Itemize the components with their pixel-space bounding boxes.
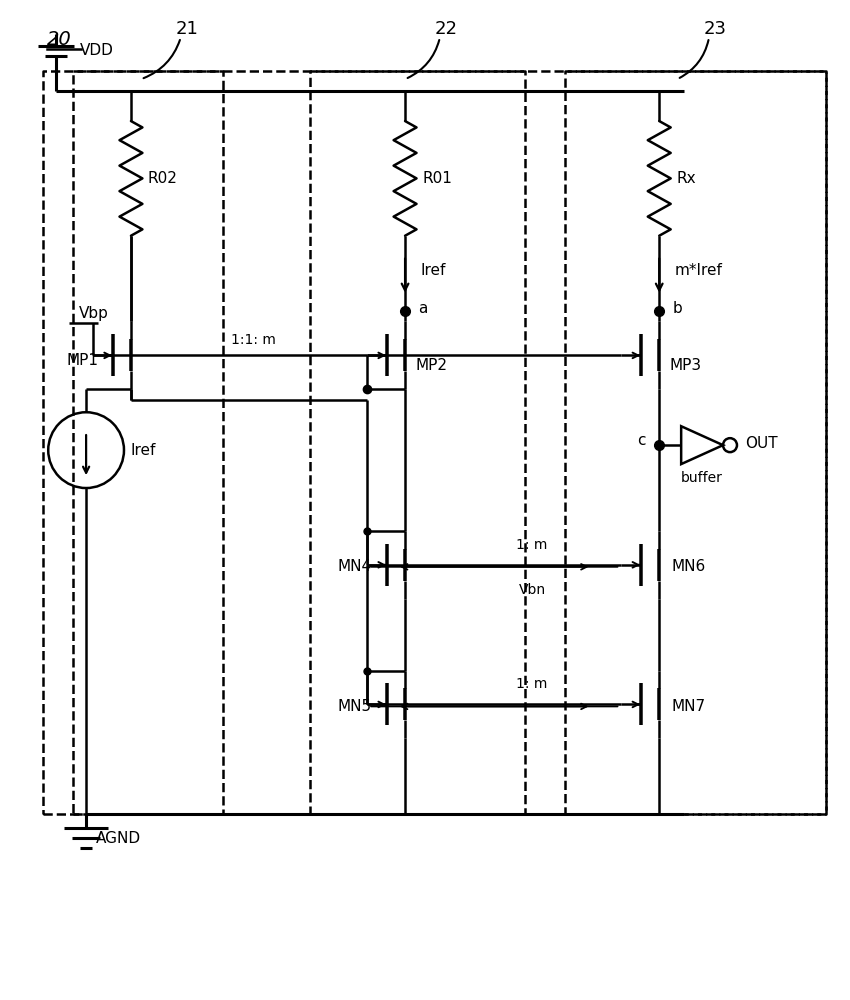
Text: Iref: Iref — [131, 443, 156, 458]
Text: Vbn: Vbn — [518, 583, 546, 597]
Text: MN7: MN7 — [672, 699, 705, 714]
Text: MP1: MP1 — [66, 353, 99, 368]
Text: 21: 21 — [176, 20, 199, 38]
Text: MN5: MN5 — [337, 699, 371, 714]
Text: AGND: AGND — [96, 831, 141, 846]
Text: MN6: MN6 — [672, 559, 705, 574]
Text: R02: R02 — [148, 171, 178, 186]
Text: b: b — [672, 301, 682, 316]
Text: buffer: buffer — [681, 471, 723, 485]
Text: Iref: Iref — [420, 263, 445, 278]
Text: VDD: VDD — [80, 43, 114, 58]
Text: 23: 23 — [704, 20, 727, 38]
Text: R01: R01 — [422, 171, 452, 186]
Text: 20: 20 — [48, 30, 72, 49]
Text: MP2: MP2 — [415, 358, 447, 373]
Text: MP3: MP3 — [669, 358, 701, 373]
Text: 1:1: m: 1:1: m — [230, 333, 275, 347]
Text: c: c — [637, 433, 645, 448]
Text: 22: 22 — [435, 20, 458, 38]
Text: 1: m: 1: m — [517, 677, 548, 691]
Text: Rx: Rx — [677, 171, 696, 186]
Text: a: a — [418, 301, 428, 316]
Text: m*Iref: m*Iref — [674, 263, 722, 278]
Text: MN4: MN4 — [337, 559, 371, 574]
Text: 1: m: 1: m — [517, 538, 548, 552]
Text: OUT: OUT — [745, 436, 778, 451]
Text: Vbp: Vbp — [79, 306, 109, 321]
